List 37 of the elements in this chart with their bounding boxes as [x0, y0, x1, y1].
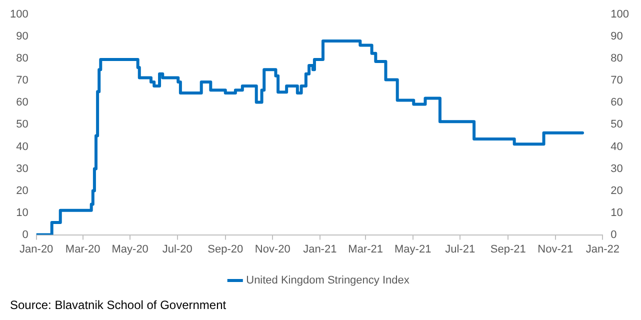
y2-tick-label: 20 — [610, 184, 623, 197]
y-tick-label: 10 — [16, 206, 28, 219]
y2-tick-label: 90 — [610, 30, 623, 43]
y-tick-label: 0 — [22, 228, 28, 241]
x-tick-label: Sep-20 — [208, 243, 244, 256]
x-tick-label: Mar-20 — [65, 243, 100, 256]
y-tick-label: 30 — [16, 162, 28, 175]
x-tick-label: Mar-21 — [348, 243, 384, 256]
y2-tick-label: 60 — [610, 96, 623, 109]
y2-tick-label: 70 — [610, 74, 623, 87]
y-tick-label: 60 — [16, 96, 28, 109]
y-tick-label: 50 — [16, 118, 28, 131]
y2-tick-label: 40 — [610, 140, 623, 153]
y2-tick-label: 30 — [610, 162, 623, 175]
y2-tick-label: 10 — [610, 206, 623, 219]
y2-tick-label: 80 — [610, 52, 623, 65]
y-tick-label: 80 — [16, 52, 28, 65]
x-tick-label: May-21 — [394, 243, 432, 256]
x-tick-label: Jul-20 — [162, 243, 192, 256]
x-tick-label: Jan-20 — [20, 243, 54, 256]
x-tick-label: Jul-21 — [445, 243, 476, 256]
x-tick-label: Sep-21 — [490, 243, 526, 256]
legend-label: United Kingdom Stringency Index — [246, 274, 410, 287]
x-tick-label: Jan-21 — [303, 243, 337, 256]
y-tick-label: 40 — [16, 140, 28, 153]
y-tick-label: 20 — [16, 184, 28, 197]
x-tick-label: Nov-21 — [538, 243, 574, 256]
y2-tick-label: 0 — [610, 228, 617, 241]
x-tick-label: Nov-20 — [254, 243, 290, 256]
y2-tick-label: 50 — [610, 118, 623, 131]
y-tick-label: 100 — [10, 8, 28, 21]
y2-tick-label: 100 — [610, 8, 630, 21]
x-tick-label: May-20 — [112, 243, 148, 256]
y-tick-label: 70 — [16, 74, 28, 87]
y-tick-label: 90 — [16, 30, 28, 43]
source-note: Source: Blavatnik School of Government — [10, 298, 226, 312]
x-tick-label: Jan-22 — [586, 243, 620, 256]
